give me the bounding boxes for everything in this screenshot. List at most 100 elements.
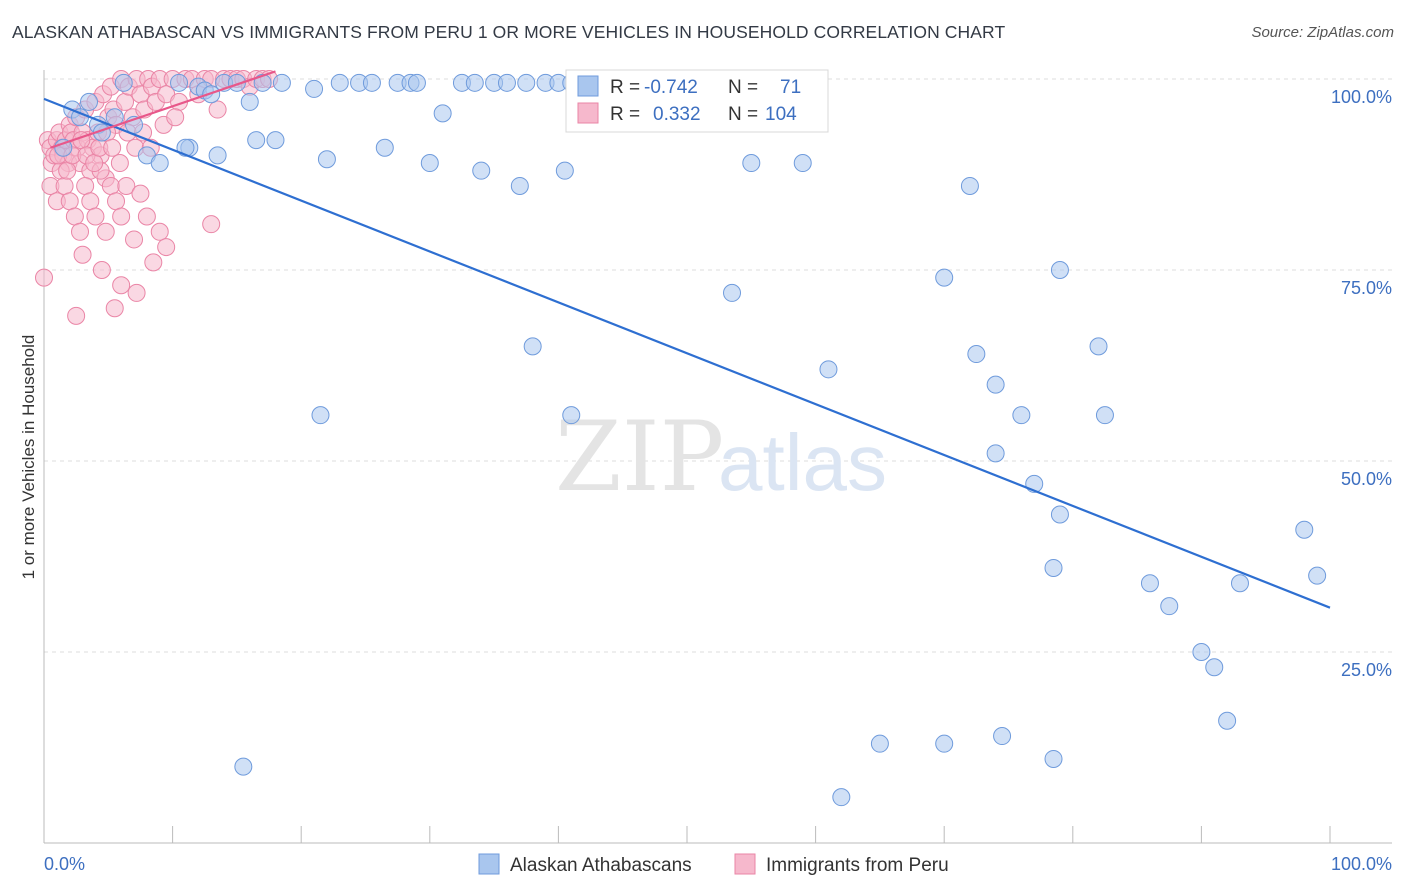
data-point bbox=[116, 92, 135, 111]
data-point bbox=[58, 161, 77, 180]
data-point bbox=[1218, 711, 1237, 730]
data-point bbox=[86, 207, 105, 226]
series-legend: Alaskan Athabascans Immigrants from Peru bbox=[478, 853, 949, 876]
watermark-zip: ZIP bbox=[555, 401, 724, 513]
y-axis-label: 1 or more Vehicles in Household bbox=[19, 335, 38, 580]
legend-n-label-1: N = bbox=[728, 77, 758, 98]
data-point bbox=[986, 444, 1005, 463]
data-point bbox=[144, 253, 163, 272]
x-ticks bbox=[43, 826, 1331, 843]
data-point bbox=[555, 161, 574, 180]
data-point bbox=[472, 161, 491, 180]
data-point bbox=[54, 138, 73, 157]
data-point bbox=[76, 176, 95, 195]
data-point bbox=[1192, 643, 1211, 661]
data-point bbox=[1044, 749, 1063, 768]
data-point bbox=[253, 73, 272, 92]
data-point bbox=[81, 192, 100, 211]
legend-swatch-blue bbox=[577, 75, 599, 97]
data-point bbox=[311, 406, 330, 425]
data-point bbox=[1050, 261, 1069, 279]
data-point bbox=[157, 238, 176, 257]
y-tick-label: 100.0% bbox=[1331, 87, 1392, 107]
data-point bbox=[420, 154, 439, 173]
legend-r-label-2: R = bbox=[610, 104, 640, 125]
data-point bbox=[960, 176, 979, 195]
data-point bbox=[742, 154, 761, 173]
data-point bbox=[125, 230, 144, 249]
data-point bbox=[870, 734, 889, 753]
data-point bbox=[819, 360, 838, 379]
data-point bbox=[1160, 597, 1179, 616]
data-point bbox=[1295, 520, 1314, 539]
data-point bbox=[107, 192, 126, 211]
data-point bbox=[793, 154, 812, 173]
y-tick-label: 50.0% bbox=[1341, 469, 1392, 489]
peru-trend-line bbox=[50, 70, 276, 149]
data-point bbox=[523, 337, 542, 356]
series-label-athabascan: Alaskan Athabascans bbox=[510, 855, 692, 876]
data-point bbox=[832, 788, 851, 807]
data-point bbox=[465, 73, 484, 92]
watermark: ZIP atlas bbox=[555, 401, 887, 513]
data-point bbox=[266, 131, 285, 150]
athabascan-trend-line bbox=[43, 97, 1331, 609]
data-point bbox=[234, 757, 253, 776]
chart-title: ALASKAN ATHABASCAN VS IMMIGRANTS FROM PE… bbox=[12, 22, 1006, 42]
data-point bbox=[1095, 406, 1114, 425]
data-point bbox=[240, 92, 259, 111]
data-point bbox=[71, 222, 90, 241]
data-point bbox=[375, 138, 394, 157]
data-point bbox=[317, 150, 336, 169]
data-point bbox=[92, 261, 111, 279]
data-point bbox=[362, 73, 381, 92]
data-point bbox=[1230, 574, 1249, 593]
data-point bbox=[510, 176, 529, 195]
data-point bbox=[1050, 505, 1069, 524]
y-tick-label: 25.0% bbox=[1341, 660, 1392, 680]
data-point bbox=[112, 207, 131, 226]
legend-r-value-2: 0.332 bbox=[653, 104, 701, 125]
data-point bbox=[101, 176, 120, 195]
data-point bbox=[131, 184, 150, 203]
data-point bbox=[65, 207, 84, 226]
data-point bbox=[1308, 566, 1327, 585]
legend-n-value-2: 104 bbox=[765, 104, 797, 125]
data-point bbox=[114, 73, 133, 92]
data-point bbox=[103, 138, 122, 157]
data-point bbox=[562, 406, 581, 425]
data-point bbox=[208, 146, 227, 165]
data-point bbox=[117, 176, 136, 195]
data-point bbox=[112, 276, 131, 295]
data-point bbox=[166, 108, 185, 127]
chart-source: Source: ZipAtlas.com bbox=[1251, 24, 1394, 41]
data-point bbox=[407, 73, 426, 92]
series-label-peru: Immigrants from Peru bbox=[766, 855, 949, 876]
legend-n-value-1: 71 bbox=[780, 77, 801, 98]
axes bbox=[43, 70, 1392, 844]
data-point bbox=[85, 154, 104, 173]
data-point bbox=[1140, 574, 1159, 593]
data-point bbox=[1044, 558, 1063, 577]
watermark-atlas: atlas bbox=[718, 418, 887, 507]
y-tick-labels: 100.0% 75.0% 50.0% 25.0% bbox=[1331, 87, 1392, 680]
data-point bbox=[150, 222, 169, 241]
series-swatch-athabascan bbox=[478, 853, 500, 875]
x-tick-left: 0.0% bbox=[44, 854, 85, 874]
data-point bbox=[993, 727, 1012, 746]
data-point bbox=[330, 73, 349, 92]
data-point bbox=[723, 283, 742, 302]
data-point bbox=[208, 100, 227, 119]
data-point bbox=[73, 245, 92, 264]
data-point bbox=[202, 215, 221, 234]
data-point bbox=[80, 92, 99, 111]
data-point bbox=[497, 73, 516, 92]
data-point bbox=[986, 375, 1005, 394]
correlation-legend: R = -0.742 N = 71 R = 0.332 N = 104 bbox=[565, 69, 829, 133]
data-point bbox=[170, 73, 189, 92]
legend-r-label-1: R = bbox=[610, 77, 640, 98]
data-point bbox=[433, 104, 452, 123]
data-point bbox=[247, 131, 266, 150]
data-point bbox=[110, 154, 129, 173]
